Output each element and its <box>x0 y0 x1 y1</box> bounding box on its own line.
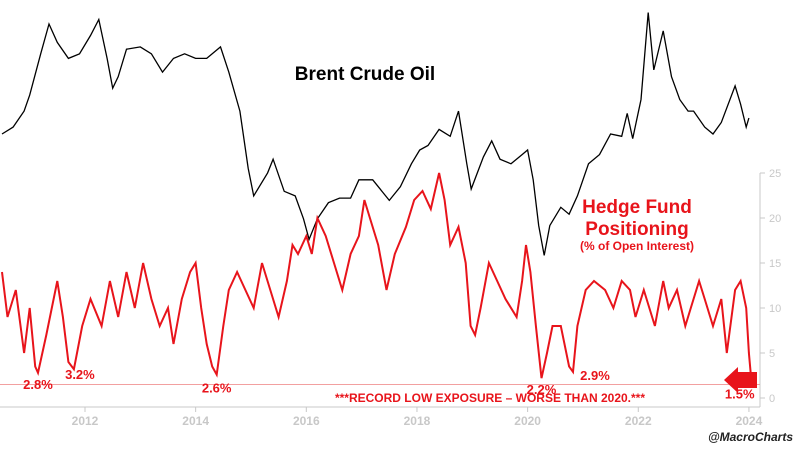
credit-watermark: @MacroCharts <box>708 430 793 444</box>
hedge-fund-label-line3: (% of Open Interest) <box>580 239 694 253</box>
x-tick-label: 2018 <box>404 414 431 428</box>
x-tick-label: 2012 <box>72 414 99 428</box>
y-tick-label: 0 <box>769 393 775 405</box>
y-tick-label: 25 <box>769 168 781 180</box>
hedge-fund-positioning-line <box>1 172 753 385</box>
x-tick-label: 2020 <box>514 414 541 428</box>
low-annotation: 2.8% <box>23 377 53 392</box>
brent-crude-oil-line <box>1 12 750 256</box>
x-tick-label: 2014 <box>182 414 209 428</box>
brent-label: Brent Crude Oil <box>295 64 435 85</box>
record-low-note: ***RECORD LOW EXPOSURE – WORSE THAN 2020… <box>335 391 645 405</box>
record-low-arrow-icon <box>724 367 757 393</box>
x-tick-label: 2024 <box>736 414 763 428</box>
hedge-fund-label-line2: Positioning <box>585 219 688 240</box>
y-tick-label: 20 <box>769 213 781 225</box>
low-annotation: 2.9% <box>580 368 610 383</box>
y-tick-label: 5 <box>769 348 775 360</box>
x-tick-label: 2022 <box>625 414 652 428</box>
low-annotation: 3.2% <box>65 367 95 382</box>
hedge-fund-label-line1: Hedge Fund <box>582 197 692 218</box>
annotations: 2.8% 3.2% 2.6% 2.2% 2.9% 1.5% <box>23 367 755 401</box>
low-annotation: 2.6% <box>202 381 232 396</box>
y-tick-label: 15 <box>769 258 781 270</box>
low-annotation: 2.2% <box>527 382 557 397</box>
low-annotation: 1.5% <box>725 387 755 402</box>
x-tick-label: 2016 <box>293 414 320 428</box>
y-tick-label: 10 <box>769 303 781 315</box>
axes: 2012 2014 2016 2018 2020 2022 2024 0 5 10 15 20 25 <box>0 168 781 428</box>
